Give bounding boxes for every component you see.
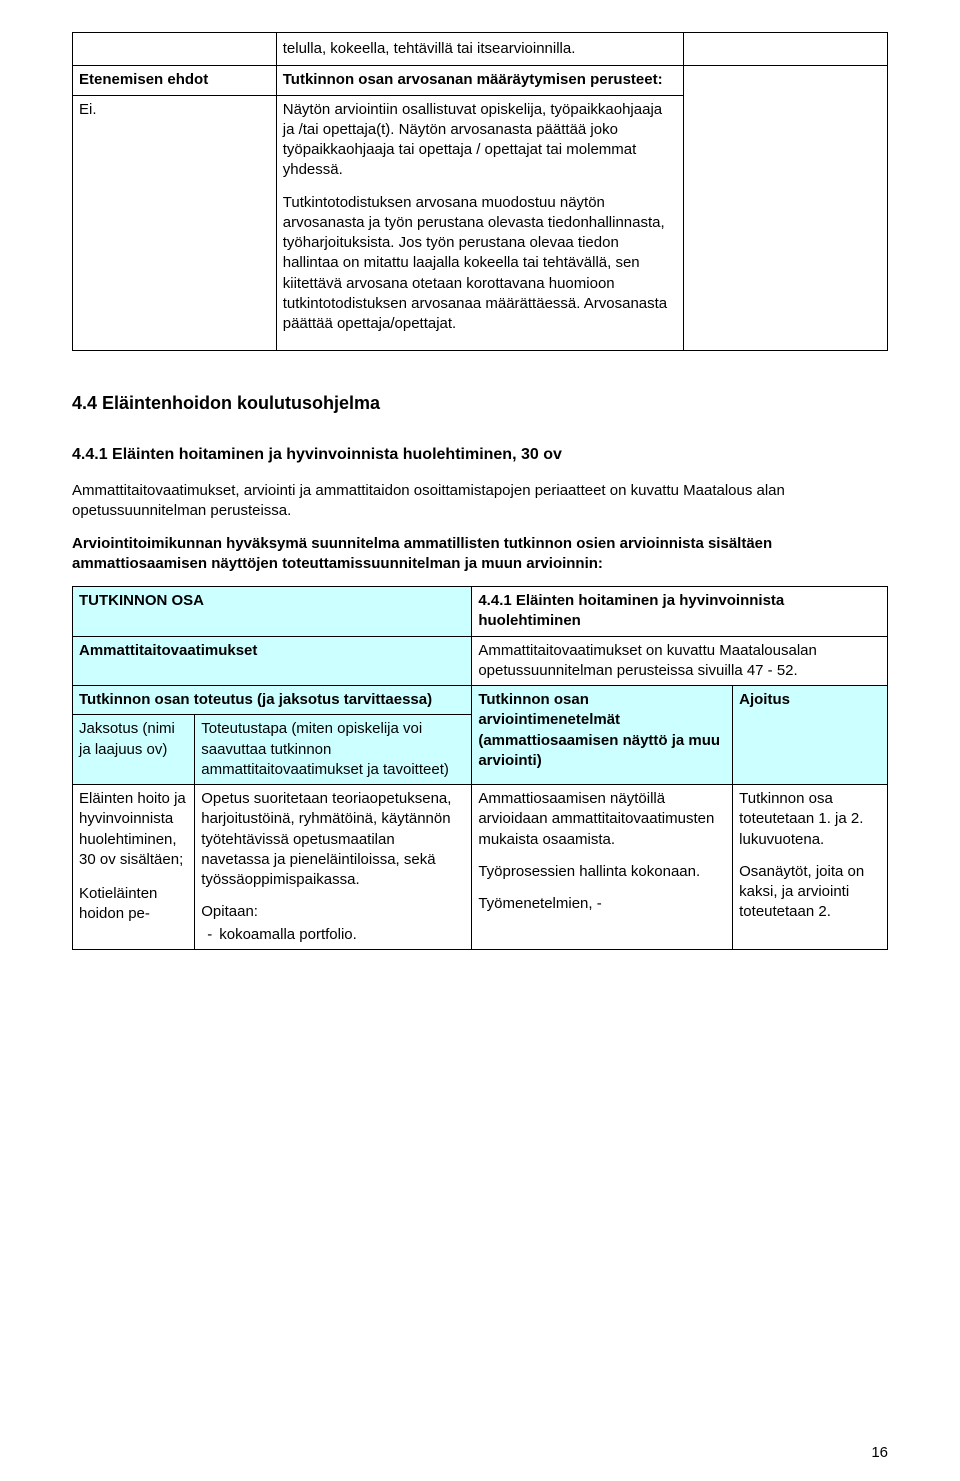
header-toteutus: Tutkinnon osan toteutus (ja jaksotus tar… [73,686,472,715]
table-row: Ammattitaitovaatimukset Ammattitaitovaat… [73,636,888,686]
header-toteutustapa: Toteutustapa (miten opiskelija voi saavu… [195,715,472,785]
section-heading: 4.4 Eläintenhoidon koulutusohjelma [72,391,888,415]
paragraph: Kotieläinten hoidon pe- [79,884,188,925]
paragraph: Työprosessien hallinta kokonaan. [478,862,726,882]
header-ajoitus: Ajoitus [733,686,888,785]
paragraph: Työmenetelmien, - [478,894,726,914]
table-row: telulla, kokeella, tehtävillä tai itsear… [73,33,888,66]
table-row: Tutkinnon osan toteutus (ja jaksotus tar… [73,686,888,715]
paragraph: Opetus suoritetaan teoriaopetuksena, har… [201,789,465,890]
cell-text: Ei. [73,95,277,351]
empty-cell [73,33,277,66]
header-tutkinnon-osa: TUTKINNON OSA [73,587,472,637]
cell-ajoitus: Tutkinnon osa toteutetaan 1. ja 2. lukuv… [733,785,888,950]
paragraph: Opitaan: [201,902,465,922]
cell-ammattitaito-right: Ammattitaitovaatimukset on kuvattu Maata… [472,636,888,686]
header-arviointi-main: Tutkinnon osan arviointimenetelmät [478,691,620,728]
paragraph: Osanäytöt, joita on kaksi, ja arviointi … [739,862,881,923]
cell-text: telulla, kokeella, tehtävillä tai itsear… [276,33,684,66]
paragraph-intro-2: Arviointitoimikunnan hyväksymä suunnitel… [72,534,888,575]
cell-label: Etenemisen ehdot [73,66,277,95]
header-arviointi-sub: (ammattiosaamisen näyttö ja muu arvioint… [478,732,720,769]
table-row: TUTKINNON OSA 4.4.1 Eläinten hoitaminen … [73,587,888,637]
table-tutkinnon-osa: TUTKINNON OSA 4.4.1 Eläinten hoitaminen … [72,586,888,950]
table-row: Etenemisen ehdot Tutkinnon osan arvosana… [73,66,888,95]
bullet-text: kokoamalla portfolio. [219,925,465,945]
page-container: telulla, kokeella, tehtävillä tai itsear… [0,0,960,1481]
paragraph: Eläinten hoito ja hyvinvoinnista huoleht… [79,789,188,870]
header-arviointimenetelmat: Tutkinnon osan arviointimenetelmät (amma… [472,686,733,785]
table-row: Eläinten hoito ja hyvinvoinnista huoleht… [73,785,888,950]
paragraph: Tutkinnon osa toteutetaan 1. ja 2. lukuv… [739,789,881,850]
header-ammattitaito: Ammattitaitovaatimukset [73,636,472,686]
paragraph: Ammattiosaamisen näytöillä arvioidaan am… [478,789,726,850]
empty-cell [684,33,888,66]
paragraph: telulla, kokeella, tehtävillä tai itsear… [283,37,678,61]
cell-text: Näytön arviointiin osallistuvat opiskeli… [276,95,684,351]
header-jaksotus: Jaksotus (nimi ja laajuus ov) [73,715,195,785]
paragraph-intro-1: Ammattitaitovaatimukset, arviointi ja am… [72,481,888,522]
cell-arviointi: Ammattiosaamisen näytöillä arvioidaan am… [472,785,733,950]
paragraph: Tutkintotodistuksen arvosana muodostuu n… [283,193,678,335]
bullet-dash-icon: - [201,925,219,945]
subsection-heading: 4.4.1 Eläinten hoitaminen ja hyvinvoinni… [72,444,888,466]
cell-jaksotus: Eläinten hoito ja hyvinvoinnista huoleht… [73,785,195,950]
bullet-item: - kokoamalla portfolio. [201,925,465,945]
page-number: 16 [871,1443,888,1463]
empty-cell [684,66,888,351]
paragraph: Näytön arviointiin osallistuvat opiskeli… [283,100,678,181]
header-right-title: 4.4.1 Eläinten hoitaminen ja hyvinvoinni… [472,587,888,637]
cell-text: Tutkinnon osan arvosanan määräytymisen p… [276,66,684,95]
cell-toteutustapa: Opetus suoritetaan teoriaopetuksena, har… [195,785,472,950]
table-etenemisen-ehdot: telulla, kokeella, tehtävillä tai itsear… [72,32,888,351]
